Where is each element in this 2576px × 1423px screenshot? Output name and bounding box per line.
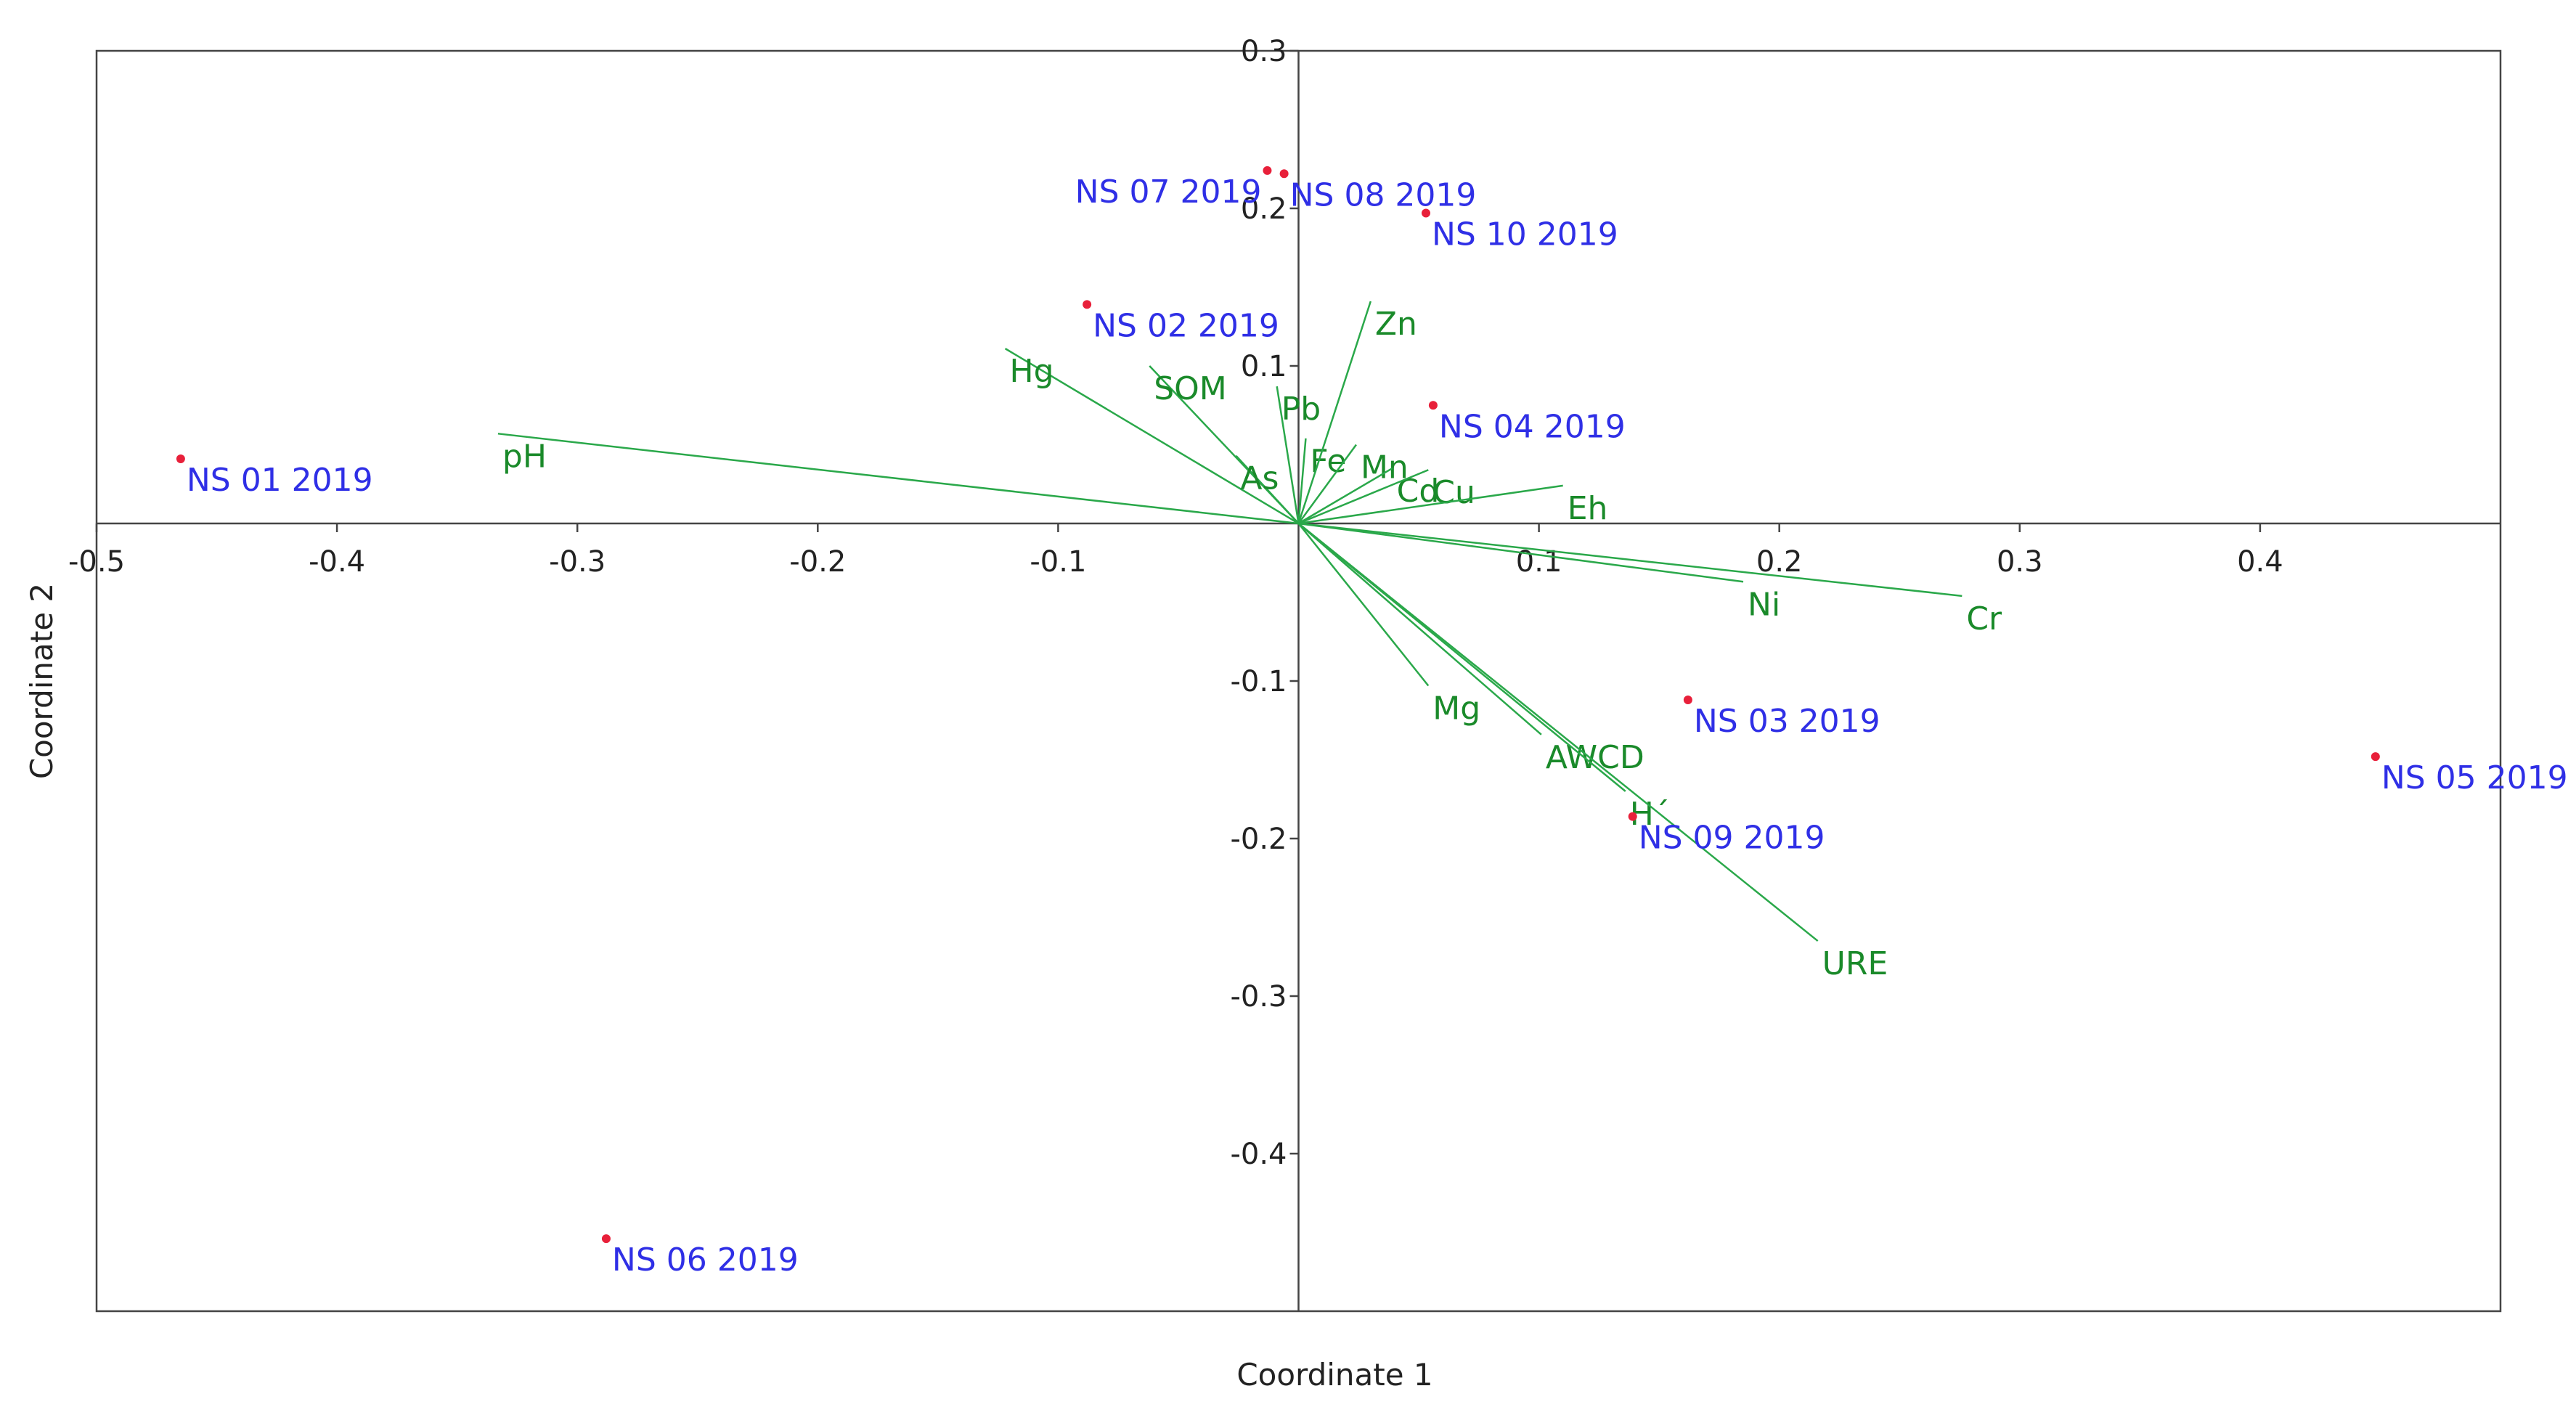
site-label: NS 09 2019 [1639, 820, 1825, 857]
vector-line-cr [1298, 522, 1962, 598]
site-label: NS 05 2019 [2381, 759, 2568, 796]
vector-label: As [1240, 460, 1279, 497]
vector-label: SOM [1154, 370, 1227, 407]
x-tick-label: -0.4 [309, 545, 365, 579]
site-points: NS 01 2019 NS 02 2019 NS 03 2019 NS 04 2019… [176, 166, 2568, 1279]
y-axis-title: Coordinate 2 [24, 583, 60, 779]
vector-line-cd [1297, 467, 1393, 525]
site-label: NS 04 2019 [1439, 408, 1626, 445]
vector-line-fe [1297, 438, 1307, 524]
y-tick-label: 0.1 [1241, 350, 1287, 383]
x-tick-label: 0.2 [1756, 545, 1803, 579]
y-tick-label: 0.2 [1241, 192, 1287, 226]
x-tick-label: 0.4 [2237, 545, 2283, 579]
vector-line-ph [497, 433, 1299, 525]
x-tick-label: -0.1 [1030, 545, 1086, 579]
vector-label: Fe [1310, 443, 1346, 480]
x-tick-label: -0.3 [549, 545, 606, 579]
vector-line-as [1235, 454, 1300, 524]
site-label: NS 01 2019 [187, 462, 373, 499]
site-point [1628, 812, 1637, 821]
site-point [176, 454, 185, 464]
vector-line-zn [1297, 301, 1372, 524]
vector-label: Cu [1432, 474, 1475, 511]
vector-label: Cr [1966, 600, 2002, 637]
site-point [1421, 208, 1430, 218]
site-point [1083, 300, 1092, 309]
site-point [1428, 401, 1438, 410]
vector-label: AWCD [1546, 739, 1644, 776]
vector-label: Zn [1375, 306, 1417, 343]
x-axis-title: Coordinate 1 [1236, 1357, 1432, 1393]
site-label: NS 08 2019 [1290, 176, 1477, 213]
vector-label: H´ [1630, 796, 1670, 833]
vector-label: Hg [1010, 353, 1054, 390]
vector-line-mn [1297, 444, 1357, 524]
y-tick-label: -0.1 [1230, 665, 1287, 698]
site-point [2371, 752, 2380, 762]
site-label: NS 06 2019 [612, 1241, 799, 1279]
site-point [1279, 169, 1289, 179]
vector-label: pH [502, 438, 547, 475]
y-tick-label: 0.3 [1241, 35, 1287, 68]
site-label: NS 03 2019 [1694, 703, 1880, 740]
vector-label: Mg [1432, 690, 1480, 727]
x-tick-label: -0.5 [68, 545, 125, 579]
vector-label: Eh [1568, 490, 1608, 527]
vector-label: URE [1822, 945, 1888, 982]
vector-line-eh [1298, 484, 1563, 525]
vector-line-awcd [1297, 523, 1542, 735]
vector-line-mg [1297, 523, 1430, 687]
vector-line-cu [1298, 469, 1429, 525]
vector-label: Pb [1281, 391, 1321, 428]
x-tick-label: 0.3 [1997, 545, 2043, 579]
vector-line-hg [1004, 348, 1300, 525]
x-axis-ticks: -0.5 -0.4 -0.3 -0.2 -0.1 0.1 0.2 0.3 0.4 [68, 523, 2283, 579]
vector-label: Ni [1748, 586, 1780, 623]
site-point [601, 1234, 611, 1244]
vector-label: Mn [1361, 449, 1409, 486]
y-tick-label: -0.4 [1230, 1138, 1287, 1171]
site-label: NS 02 2019 [1093, 307, 1279, 344]
site-label: NS 07 2019 [1075, 174, 1262, 211]
y-axis-ticks: 0.3 0.2 0.1 -0.1 -0.2 -0.3 -0.4 [1230, 35, 1299, 1171]
vector-line-ure [1297, 523, 1819, 942]
site-point [1263, 166, 1272, 175]
site-point [1683, 696, 1692, 705]
y-tick-label: -0.2 [1230, 823, 1287, 856]
x-tick-label: -0.2 [789, 545, 846, 579]
site-label: NS 10 2019 [1432, 216, 1618, 253]
y-tick-label: -0.3 [1230, 980, 1287, 1014]
vector-line-pb [1276, 386, 1300, 524]
vector-line-ni [1298, 522, 1744, 583]
